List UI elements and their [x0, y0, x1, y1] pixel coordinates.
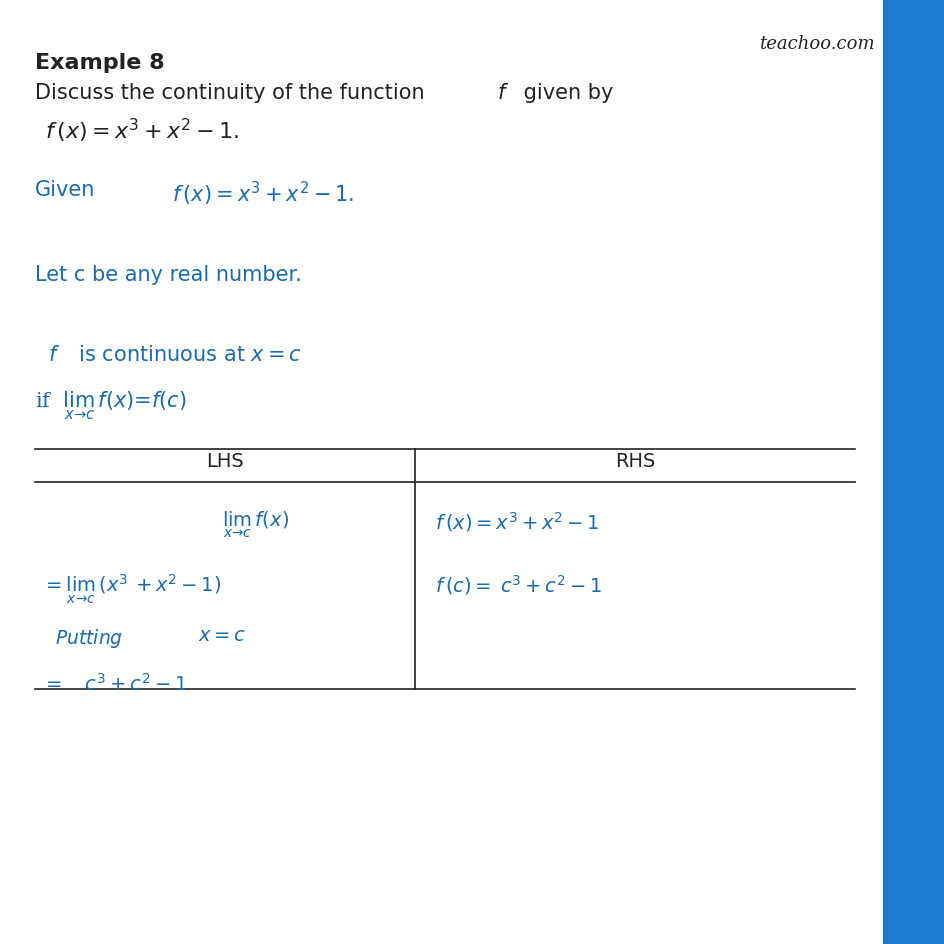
Text: RHS: RHS [615, 451, 654, 470]
Text: $f\,(x) = x^3 + x^2 - 1$: $f\,(x) = x^3 + x^2 - 1$ [434, 510, 598, 533]
Text: Discuss the continuity of the function: Discuss the continuity of the function [35, 83, 430, 103]
Text: $f$: $f$ [497, 83, 509, 103]
Text: $=\quad c^3 + c^2 - 1$: $=\quad c^3 + c^2 - 1$ [42, 672, 187, 694]
Text: $f\,(c) =\; c^3 + c^2 - 1$: $f\,(c) =\; c^3 + c^2 - 1$ [434, 572, 601, 597]
Text: is continuous at $x = c$: is continuous at $x = c$ [72, 345, 302, 364]
Text: given by: given by [516, 83, 613, 103]
Text: $\lim_{x \to c}\, f(x)$: $\lim_{x \to c}\, f(x)$ [221, 510, 288, 540]
Text: Let c be any real number.: Let c be any real number. [35, 264, 301, 285]
Text: LHS: LHS [206, 451, 244, 470]
Text: $f$: $f$ [48, 345, 59, 364]
Text: Given: Given [35, 179, 95, 200]
Text: $\it{Putting}$: $\it{Putting}$ [55, 626, 123, 649]
Text: if  $\lim_{x \to c}\, f(x) = f(c)$: if $\lim_{x \to c}\, f(x) = f(c)$ [35, 390, 187, 422]
Text: $f\,(x) = x^3 + x^2 - 1.$: $f\,(x) = x^3 + x^2 - 1.$ [45, 117, 239, 145]
Bar [882, 0, 944, 944]
Text: $f\,(x) = x^3 + x^2 - 1.$: $f\,(x) = x^3 + x^2 - 1.$ [172, 179, 354, 208]
Text: teachoo.com: teachoo.com [759, 35, 874, 53]
Text: $x = c$: $x = c$ [198, 626, 246, 645]
Text: $= \lim_{x \to c}\,(x^3 + x^2 - 1)$: $= \lim_{x \to c}\,(x^3 + x^2 - 1)$ [42, 572, 221, 606]
Text: Example 8: Example 8 [35, 53, 164, 73]
